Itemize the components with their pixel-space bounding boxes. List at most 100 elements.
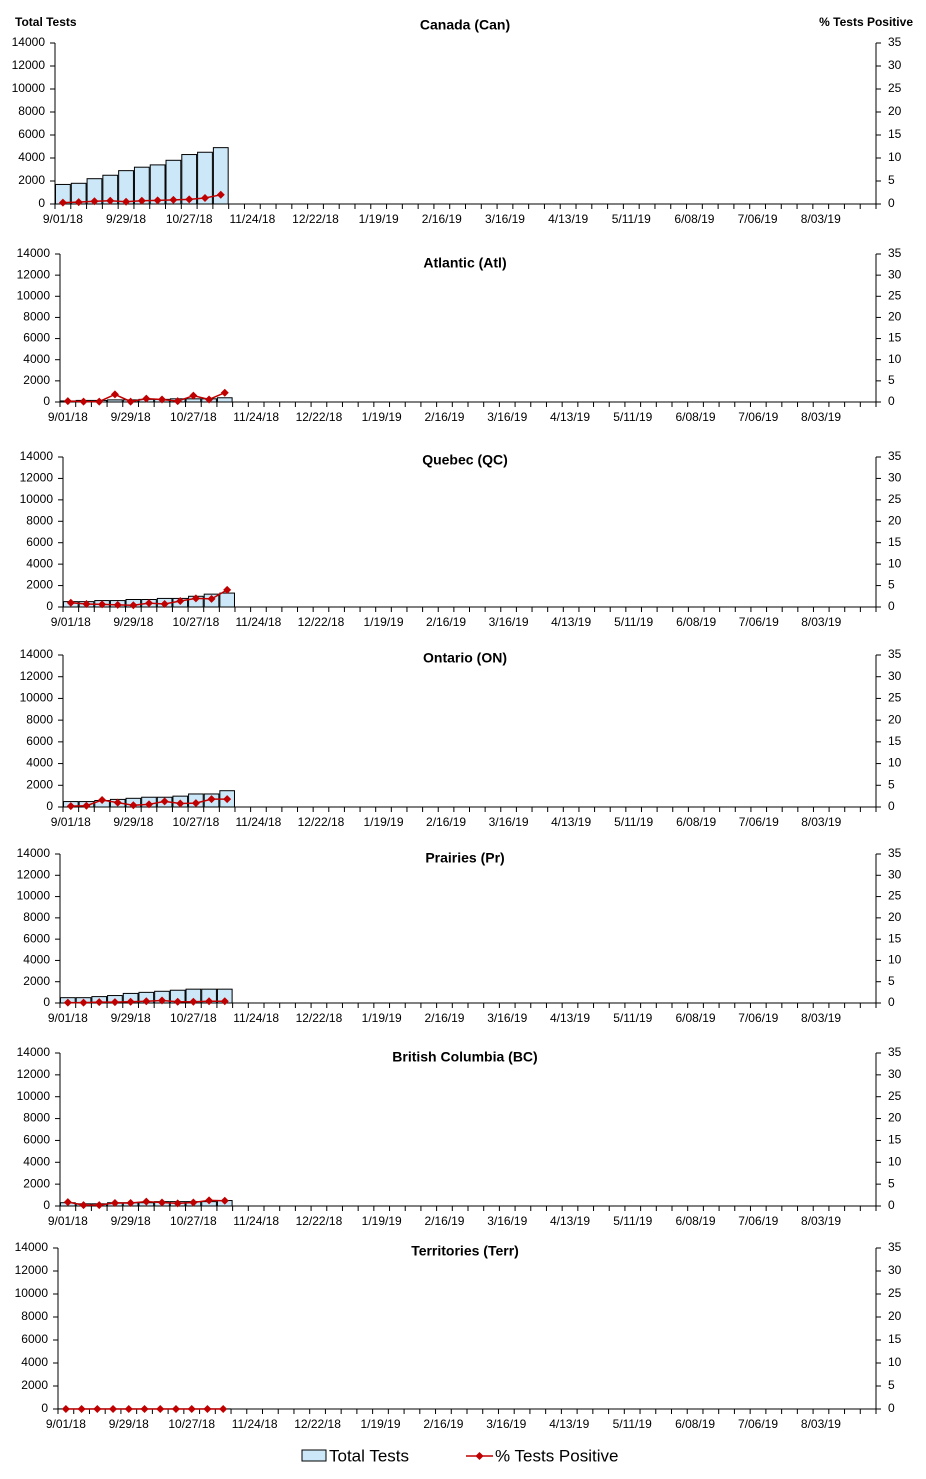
y-tick-label: 8000 [23,910,50,924]
x-tick-label: 11/24/18 [233,1011,279,1025]
y2-tick-label: 35 [888,647,902,661]
chart-title: Ontario (ON) [423,650,507,666]
y2-tick-label: 35 [888,846,902,860]
y-tick-label: 14000 [12,35,46,49]
x-tick-label: 3/16/19 [487,1214,527,1228]
marker [64,397,72,405]
y2-tick-label: 35 [888,1240,902,1254]
marker [78,1405,86,1413]
x-tick-label: 9/29/18 [111,410,151,424]
y2-tick-label: 30 [888,1263,902,1277]
x-tick-label: 6/08/19 [674,212,714,226]
marker [156,1405,164,1413]
y-tick-label: 2000 [21,1378,48,1392]
y-tick-label: 8000 [26,513,53,527]
marker [219,1405,227,1413]
y-tick-label: 0 [38,196,45,210]
y-axis-title: Total Tests [15,15,77,29]
y-tick-label: 12000 [12,58,46,72]
x-tick-label: 9/29/18 [111,1011,151,1025]
y-tick-label: 14000 [17,846,51,860]
y-tick-label: 6000 [21,1332,48,1346]
y-tick-label: 6000 [18,127,45,141]
y-tick-label: 10000 [17,889,51,903]
x-tick-label: 11/24/18 [233,1214,279,1228]
y2-tick-label: 30 [888,1067,902,1081]
x-tick-label: 11/24/18 [229,212,275,226]
x-tick-label: 9/01/18 [48,1214,88,1228]
y2-tick-label: 0 [888,1401,895,1415]
y2-tick-label: 25 [888,1286,902,1300]
y-tick-label: 0 [46,599,53,613]
x-tick-label: 10/27/18 [166,212,213,226]
y2-tick-label: 0 [888,799,895,813]
x-tick-label: 7/06/19 [738,1417,778,1431]
y2-tick-label: 0 [888,196,895,210]
y-tick-label: 14000 [15,1240,49,1254]
x-tick-label: 12/22/18 [298,815,345,829]
x-tick-label: 9/01/18 [46,1417,86,1431]
x-tick-label: 3/16/19 [489,815,529,829]
y2-tick-label: 20 [888,712,902,726]
y2-tick-label: 30 [888,669,902,683]
marker [125,1405,133,1413]
y2-tick-label: 15 [888,734,902,748]
y-tick-label: 12000 [17,867,51,881]
y-tick-label: 0 [46,799,53,813]
bar [220,593,235,607]
x-tick-label: 1/19/19 [363,815,403,829]
x-tick-label: 1/19/19 [359,212,399,226]
marker [172,1405,180,1413]
x-tick-label: 2/16/19 [426,815,466,829]
y-tick-label: 0 [43,394,50,408]
marker [62,1405,70,1413]
x-tick-label: 3/16/19 [486,1417,526,1431]
x-tick-label: 5/11/19 [614,815,653,829]
y-tick-label: 8000 [18,104,45,118]
x-tick-label: 6/08/19 [676,615,716,629]
y-tick-label: 14000 [17,1045,51,1059]
y2-tick-label: 0 [888,599,895,613]
x-tick-label: 11/24/18 [233,410,279,424]
y-tick-label: 4000 [18,150,45,164]
y-tick-label: 8000 [26,712,53,726]
x-tick-label: 12/22/18 [296,1011,343,1025]
y-tick-label: 14000 [17,246,51,260]
x-tick-label: 1/19/19 [362,1011,402,1025]
y-tick-label: 14000 [20,449,54,463]
y2-tick-label: 30 [888,267,902,281]
x-tick-label: 9/29/18 [106,212,146,226]
x-tick-label: 11/24/18 [236,615,282,629]
x-tick-label: 2/16/19 [424,1011,464,1025]
x-tick-label: 6/08/19 [675,1417,715,1431]
marker [95,1201,103,1209]
y-tick-label: 2000 [23,974,50,988]
x-tick-label: 12/22/18 [296,410,343,424]
x-tick-label: 4/13/19 [548,212,588,226]
y2-tick-label: 10 [888,1355,902,1369]
y2-tick-label: 30 [888,867,902,881]
marker [221,389,229,397]
y2-tick-label: 25 [888,81,902,95]
y2-tick-label: 15 [888,535,902,549]
x-tick-label: 10/27/18 [170,1011,217,1025]
y2-tick-label: 20 [888,513,902,527]
x-tick-label: 3/16/19 [485,212,525,226]
y2-axis-title: % Tests Positive [819,15,913,29]
x-tick-label: 6/08/19 [676,815,716,829]
x-tick-label: 1/19/19 [362,410,402,424]
y2-tick-label: 10 [888,352,902,366]
y-tick-label: 10000 [20,492,54,506]
chart-title: Prairies (Pr) [425,850,504,866]
y2-tick-label: 25 [888,1089,902,1103]
y2-tick-label: 35 [888,449,902,463]
x-tick-label: 7/06/19 [739,615,779,629]
x-tick-label: 4/13/19 [549,1417,589,1431]
legend-label: Total Tests [329,1446,409,1465]
y2-tick-label: 15 [888,1332,902,1346]
y-tick-label: 6000 [26,535,53,549]
x-tick-label: 7/06/19 [739,815,779,829]
y2-tick-label: 25 [888,889,902,903]
y2-tick-label: 5 [888,373,895,387]
marker [80,398,88,406]
